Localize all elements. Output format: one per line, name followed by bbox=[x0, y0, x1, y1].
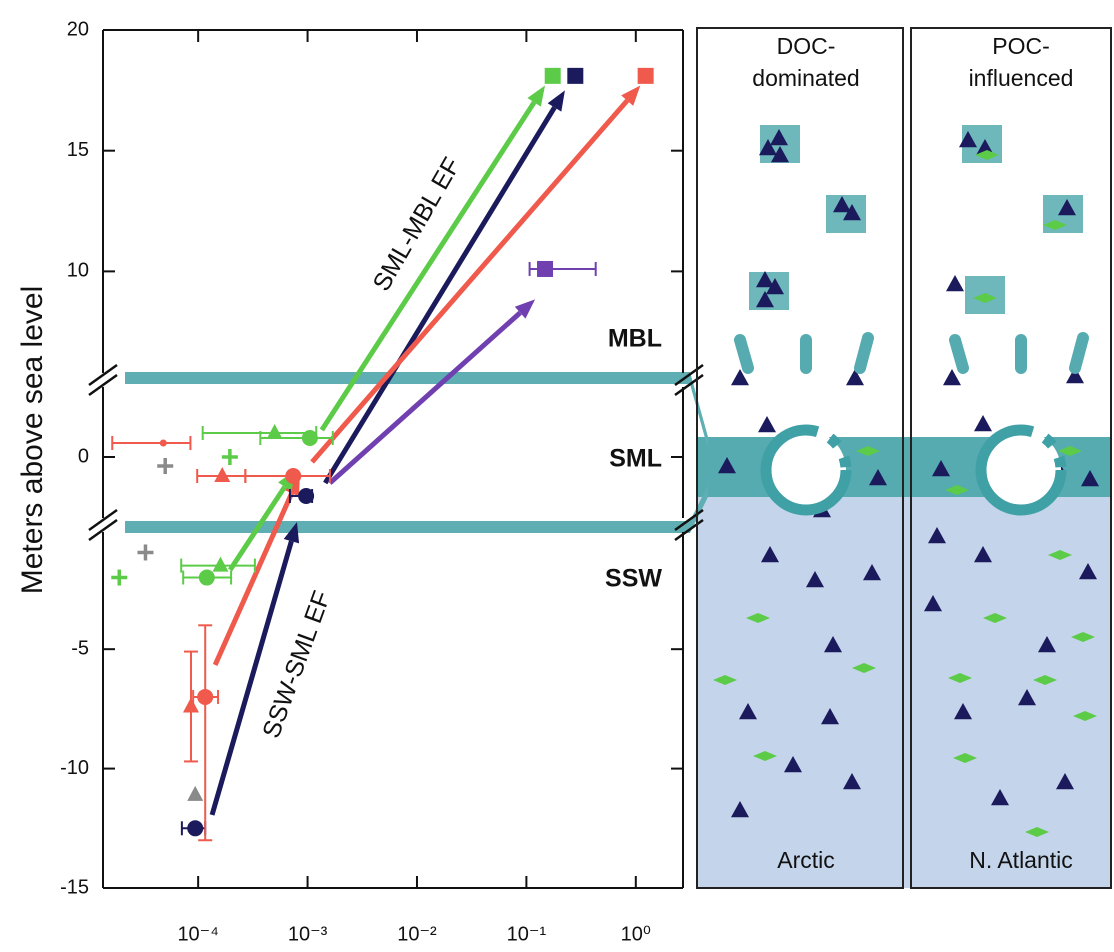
data-point bbox=[302, 430, 318, 446]
x-tick-label: 10⁻³ bbox=[288, 923, 328, 945]
data-point bbox=[545, 68, 561, 84]
data-point bbox=[537, 261, 553, 277]
x-tick-label: 10⁻¹ bbox=[507, 923, 547, 945]
bubble bbox=[766, 430, 846, 510]
y-tick-label: 10 bbox=[67, 260, 89, 282]
data-point bbox=[638, 68, 654, 84]
layer-boundary-band bbox=[125, 521, 690, 533]
x-tick-label: 10⁻⁴ bbox=[177, 923, 218, 945]
y-tick-label: -15 bbox=[60, 876, 89, 898]
panel-title: dominated bbox=[752, 65, 859, 91]
data-point bbox=[187, 820, 203, 836]
y-tick-label: -5 bbox=[71, 637, 89, 659]
panel-region: N. Atlantic bbox=[969, 847, 1073, 873]
layer-label: SML bbox=[609, 445, 662, 473]
x-tick-label: 10⁻² bbox=[397, 923, 437, 945]
aerosol bbox=[826, 195, 866, 233]
y-tick-label: 20 bbox=[67, 18, 89, 40]
y-axis-label: Meters above sea level bbox=[16, 286, 49, 595]
data-point bbox=[567, 68, 583, 84]
layer-boundary-band bbox=[125, 372, 690, 384]
panel-title: influenced bbox=[969, 65, 1074, 91]
spray-jet bbox=[860, 338, 868, 368]
panel-title: POC- bbox=[992, 33, 1050, 59]
spray-jet bbox=[1075, 338, 1083, 368]
panel-region: Arctic bbox=[777, 847, 835, 873]
y-tick-label: 15 bbox=[67, 139, 89, 161]
y-tick-label: -10 bbox=[60, 757, 89, 779]
data-point bbox=[298, 488, 314, 504]
panel-title: DOC- bbox=[777, 33, 836, 59]
layer-label: SSW bbox=[605, 565, 662, 593]
bubble bbox=[981, 430, 1061, 510]
x-tick-label: 10⁰ bbox=[621, 923, 651, 945]
figure: 10⁻⁴ 10⁻³ 10⁻² 10⁻¹ 10⁰ -15 -10 -5 SSW 0 SML 10 15 20… bbox=[0, 0, 1114, 952]
data-point bbox=[160, 440, 167, 447]
spray-jet bbox=[740, 340, 748, 368]
data-point bbox=[197, 689, 213, 705]
data-point bbox=[285, 468, 301, 484]
y-tick-label: 0 bbox=[78, 445, 89, 467]
layer-label: MBL bbox=[608, 325, 662, 353]
spray-jet bbox=[955, 340, 963, 368]
data-point bbox=[199, 570, 215, 586]
